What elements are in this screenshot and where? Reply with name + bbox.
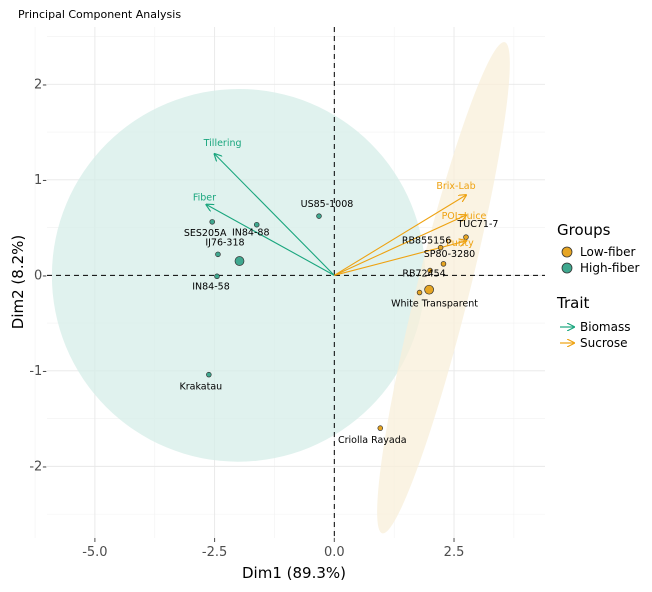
legend-high-fiber-key [561, 262, 573, 274]
y-tick-label-0: -2- [29, 459, 47, 474]
point-label-krakatau: Krakatau [180, 382, 223, 393]
trait-legend-title: Trait [556, 294, 589, 312]
y-tick-label-1: -1- [29, 364, 47, 379]
label-layer: Tillering Fiber Brix-Lab POL-Juice Purity US8… [180, 138, 499, 446]
arrow-tillering [215, 154, 335, 276]
point-label-in84-88: IN84-88 [232, 228, 270, 239]
y-tick-label-4: 2- [34, 77, 47, 92]
point-label-criolla-rayada: Criolla Rayada [338, 435, 407, 446]
point-tuc71-7 [463, 234, 469, 240]
y-tick-label-3: 1- [34, 173, 47, 188]
point-in84-58 [214, 273, 220, 280]
point-label-white-transparent: White Transparent [391, 299, 478, 310]
point-layer [206, 213, 469, 431]
arrow-fiber [206, 205, 335, 276]
point-centroid-low-fiber-1 [424, 284, 434, 295]
y-tick-label-2: 0- [34, 268, 47, 283]
point-label-us85-1008: US85-1008 [301, 199, 354, 210]
point-label-in84-58: IN84-58 [192, 281, 230, 292]
arrow-purity [334, 241, 466, 276]
arrow-brix-lab [334, 195, 466, 276]
chart-title: Principal Component Analysis [18, 8, 182, 21]
point-ij76-318 [215, 251, 221, 258]
groups-legend-title: Groups [557, 221, 611, 239]
arrow-layer [206, 154, 466, 276]
point-sp80-3280 [440, 261, 447, 267]
x-axis-title: Dim1 (89.3%) [242, 564, 346, 582]
legend-sucrose-label: Sucrose [580, 336, 627, 350]
point-ses205a [209, 219, 215, 225]
point-label-tuc71-7: TUC71-7 [457, 219, 499, 230]
ellipse-low-fiber [377, 42, 510, 534]
legend-biomass-label: Biomass [580, 320, 630, 334]
x-tick-label-1: -2.5 [202, 545, 227, 560]
point-krakatau [206, 371, 212, 378]
arrow-label-tillering: Tillering [203, 138, 242, 149]
legend-low-fiber-label: Low-fiber [580, 245, 636, 259]
zero-lines [47, 27, 545, 538]
legend-layer: Groups Low-fiber High-fiber Trait Biomas… [556, 221, 639, 350]
arrow-label-pol-juice: POL-Juice [442, 211, 487, 222]
point-label-sp80-3280: SP80-3280 [424, 249, 475, 260]
legend-low-fiber-key [561, 246, 573, 258]
point-us85-1008 [316, 213, 322, 219]
x-tick-label-0: -5.0 [82, 545, 107, 560]
point-label-rb72454: RB72454 [402, 269, 445, 280]
ellipse-layer [51, 42, 510, 534]
point-criolla-rayada [377, 425, 384, 431]
point-in84-88 [253, 221, 260, 228]
point-rb72454 [427, 267, 433, 274]
x-tick-label-3: 2.5 [444, 545, 465, 560]
point-centroid-high-fiber-0 [234, 256, 245, 266]
y-axis-title: Dim2 (8.2%) [9, 235, 27, 329]
point-rb855156 [437, 244, 444, 251]
arrow-pol-juice [334, 215, 466, 276]
point-label-ses205a: SES205A [184, 228, 227, 239]
point-white-transparent [416, 289, 423, 296]
legend-high-fiber-label: High-fiber [580, 261, 639, 275]
point-label-rb855156: RB855156 [402, 236, 451, 247]
arrow-label-fiber: Fiber [193, 193, 216, 204]
arrow-label-purity: Purity [446, 238, 474, 249]
x-tick-label-2: 0.0 [324, 545, 345, 560]
point-label-ij76-318: IJ76-318 [205, 237, 244, 248]
axis-layer: Dim1 (89.3%) Dim2 (8.2%) -5.0 -2.5 0.0 2.5 -… [9, 77, 464, 582]
arrow-label-brix-lab: Brix-Lab [436, 181, 475, 192]
